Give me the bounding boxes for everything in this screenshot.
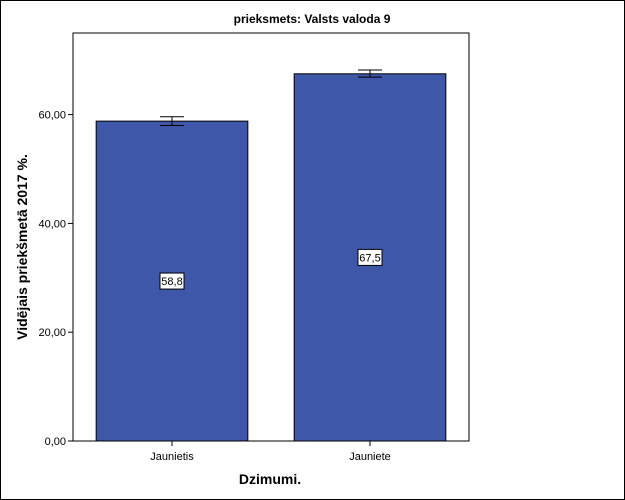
- y-tick-label: 40,00: [38, 218, 66, 230]
- y-tick-label: 20,00: [38, 327, 66, 339]
- data-label-box: [159, 272, 185, 290]
- x-tick-label: Jauniete: [349, 451, 391, 463]
- x-axis-title: Dzimumi.: [239, 471, 301, 487]
- chart-title: prieksmets: Valsts valoda 9: [234, 12, 391, 26]
- y-axis: 0,00 20,00 40,00 60,00: [38, 110, 73, 448]
- y-axis-title: Vidējais priekšmetā 2017 %.: [14, 154, 30, 340]
- data-label-box: [357, 248, 383, 266]
- error-bars: [160, 69, 382, 126]
- plot-area: [72, 32, 470, 442]
- data-label: 58,8: [161, 276, 182, 288]
- x-axis: Jaunietis Jauniete: [150, 441, 391, 463]
- data-labels: 58,8 67,5: [159, 248, 383, 290]
- y-tick-label: 60,00: [38, 110, 66, 122]
- x-tick-label: Jaunietis: [150, 451, 194, 463]
- y-tick-label: 0,00: [45, 436, 66, 448]
- data-label: 67,5: [359, 252, 380, 264]
